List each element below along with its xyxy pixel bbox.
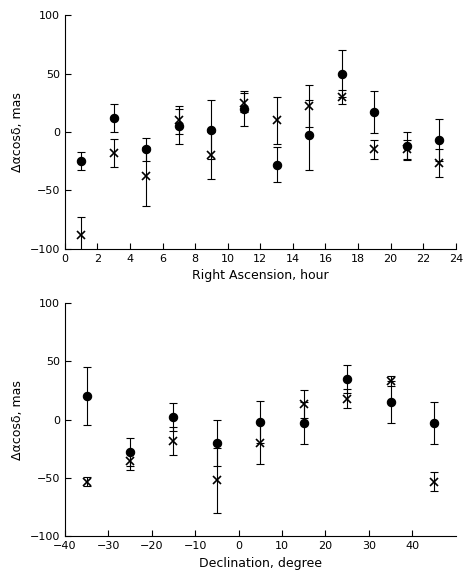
- Y-axis label: Δαcosδ, mas: Δαcosδ, mas: [11, 92, 24, 172]
- X-axis label: Right Ascension, hour: Right Ascension, hour: [192, 269, 328, 282]
- Y-axis label: Δαcosδ, mas: Δαcosδ, mas: [11, 380, 24, 460]
- X-axis label: Declination, degree: Declination, degree: [199, 557, 322, 570]
